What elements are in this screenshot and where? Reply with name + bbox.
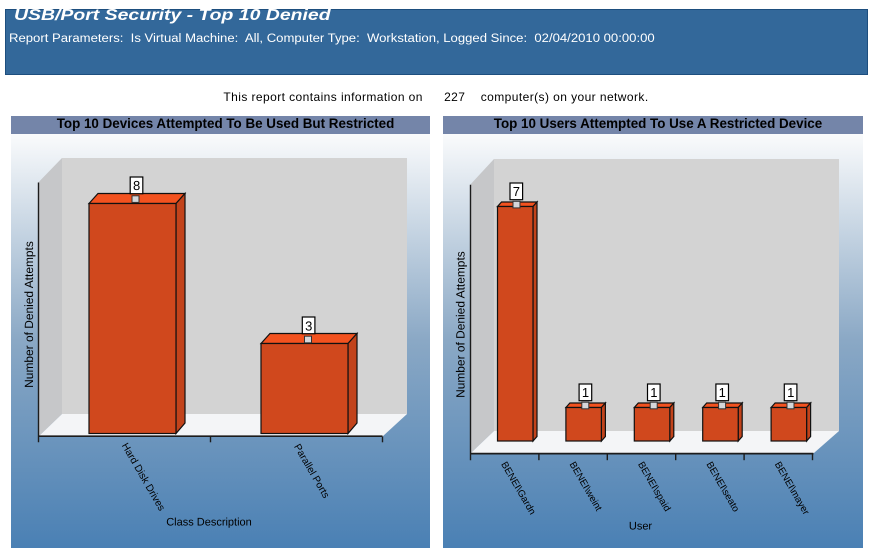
svg-text:User: User bbox=[629, 521, 653, 533]
svg-text:Number of Denied Attempts: Number of Denied Attempts bbox=[453, 251, 467, 398]
svg-text:BENEI\mayer: BENEI\mayer bbox=[772, 460, 812, 518]
svg-text:1: 1 bbox=[719, 385, 726, 400]
svg-text:BENEI\spaid: BENEI\spaid bbox=[635, 460, 672, 514]
svg-text:1: 1 bbox=[787, 385, 794, 400]
svg-text:Parallel Ports: Parallel Ports bbox=[291, 442, 331, 500]
svg-text:Class Description: Class Description bbox=[166, 517, 252, 529]
svg-text:8: 8 bbox=[133, 178, 140, 193]
svg-text:1: 1 bbox=[650, 385, 657, 400]
svg-text:3: 3 bbox=[305, 318, 312, 333]
svg-text:Number of Denied Attempts: Number of Denied Attempts bbox=[22, 241, 36, 388]
svg-text:BENEI\seato: BENEI\seato bbox=[704, 460, 742, 515]
svg-text:BENEI\weint: BENEI\weint bbox=[567, 460, 604, 513]
svg-text:BENEI\Gardn: BENEI\Gardn bbox=[498, 460, 537, 517]
svg-text:1: 1 bbox=[582, 385, 589, 400]
svg-text:Hard Disk Drives: Hard Disk Drives bbox=[119, 441, 167, 513]
svg-text:7: 7 bbox=[513, 184, 520, 199]
